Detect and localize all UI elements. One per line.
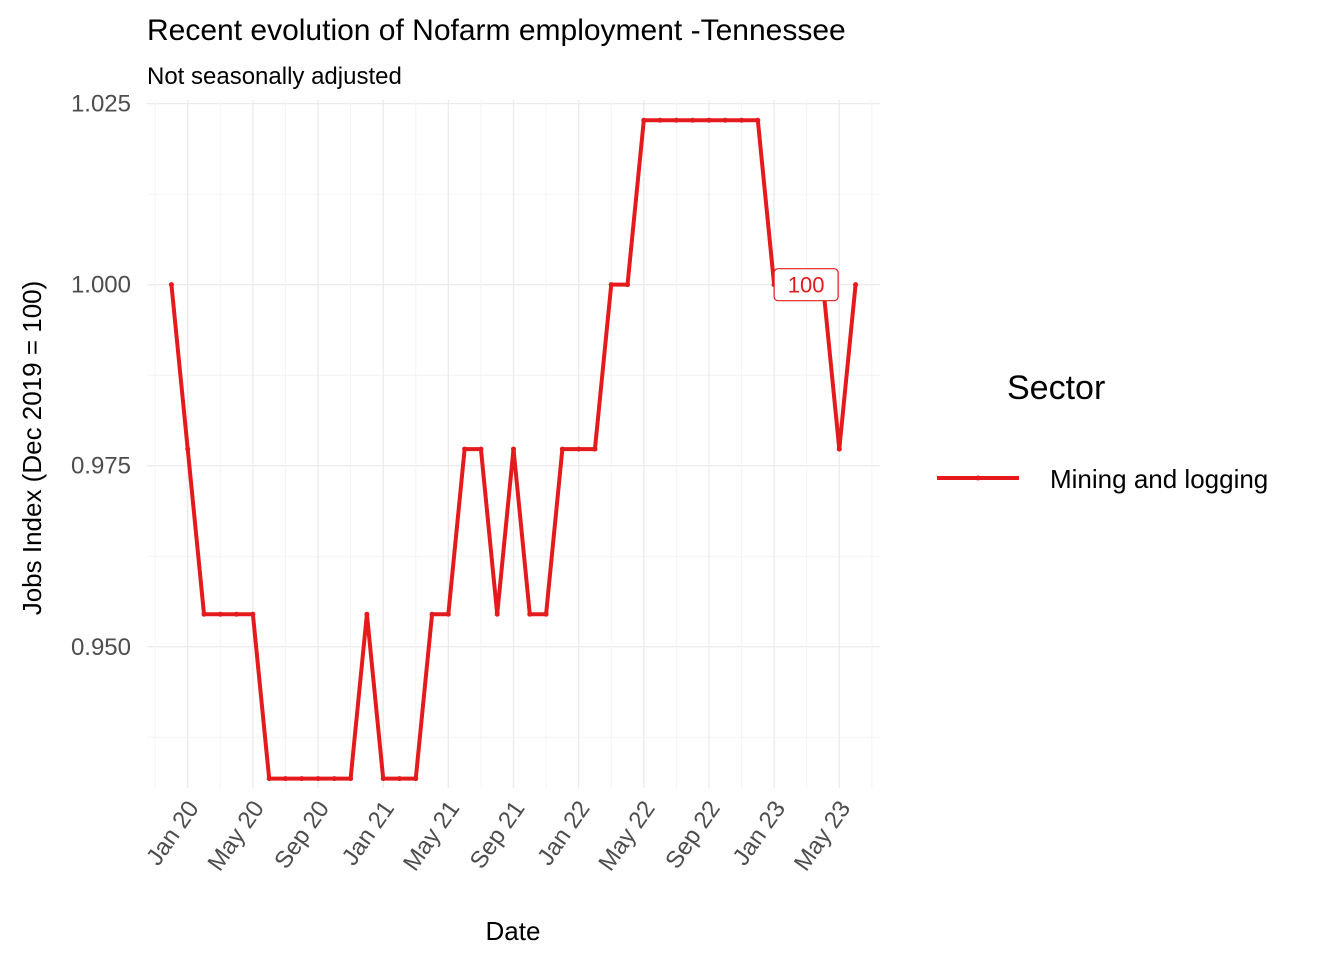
chart-subtitle: Not seasonally adjusted [147,63,402,90]
data-point [706,117,712,123]
legend-label: Mining and logging [1050,464,1268,494]
x-tick-label: Jan 23 [728,796,791,871]
grid [147,100,880,788]
data-point [348,776,354,782]
data-point [250,611,256,617]
legend-key-point [975,475,981,481]
data-point [478,446,484,452]
data-point [364,611,370,617]
data-point [755,117,761,123]
legend-title: Sector [1007,369,1105,407]
data-point [185,446,191,452]
data-point [625,282,631,288]
x-tick-label: May 22 [593,796,660,876]
y-axis-title: Jobs Index (Dec 2019 = 100) [17,281,47,616]
data-point [299,776,305,782]
data-point [559,446,565,452]
x-tick-label: May 23 [789,796,856,876]
data-point [462,446,468,452]
data-point [266,776,272,782]
x-tick-label: May 20 [203,796,270,876]
data-point [690,117,696,123]
data-point [657,117,663,123]
x-tick-label: Sep 22 [660,796,726,874]
y-tick-label: 1.025 [71,91,131,118]
data-label: 100 [773,268,839,302]
x-tick-label: Jan 20 [141,796,204,871]
legend: Sector Mining and logging [937,369,1268,494]
data-point [380,776,386,782]
data-point [836,446,842,452]
data-point [576,446,582,452]
data-point [511,446,516,452]
data-point [396,776,402,782]
y-tick-label: 0.975 [71,453,131,480]
x-tick-label: May 21 [398,796,465,876]
x-tick-label: Jan 21 [337,796,400,871]
y-tick-label: 0.950 [71,634,131,661]
data-point [331,776,337,782]
x-tick-label: Jan 22 [532,796,595,871]
data-point [543,611,549,617]
data-point [608,282,614,288]
data-point [527,611,533,617]
data-point [234,611,240,617]
data-point [201,611,207,617]
x-tick-label: Sep 21 [465,796,531,874]
data-label-box [773,268,839,302]
data-point [592,446,598,452]
data-label-text: 100 [788,273,825,298]
data-point [494,611,500,617]
data-point [282,776,288,782]
series-layer [168,117,859,782]
y-axis-ticks: 0.950 0.975 1.000 1.025 [71,91,131,661]
annotation-layer: 100 [773,268,839,302]
data-point [429,611,435,617]
data-point [168,282,174,288]
data-point [739,117,745,123]
chart-title: Recent evolution of Nofarm employment -T… [147,14,846,47]
x-tick-label: Sep 20 [269,796,335,874]
data-point [641,117,647,123]
x-axis-title: Date [486,916,541,946]
data-point [445,611,451,617]
data-point [315,776,321,782]
data-point [853,282,859,288]
data-point [673,117,679,123]
y-tick-label: 1.000 [71,272,131,299]
data-point [413,776,419,782]
data-point [217,611,223,617]
data-point [722,117,728,123]
